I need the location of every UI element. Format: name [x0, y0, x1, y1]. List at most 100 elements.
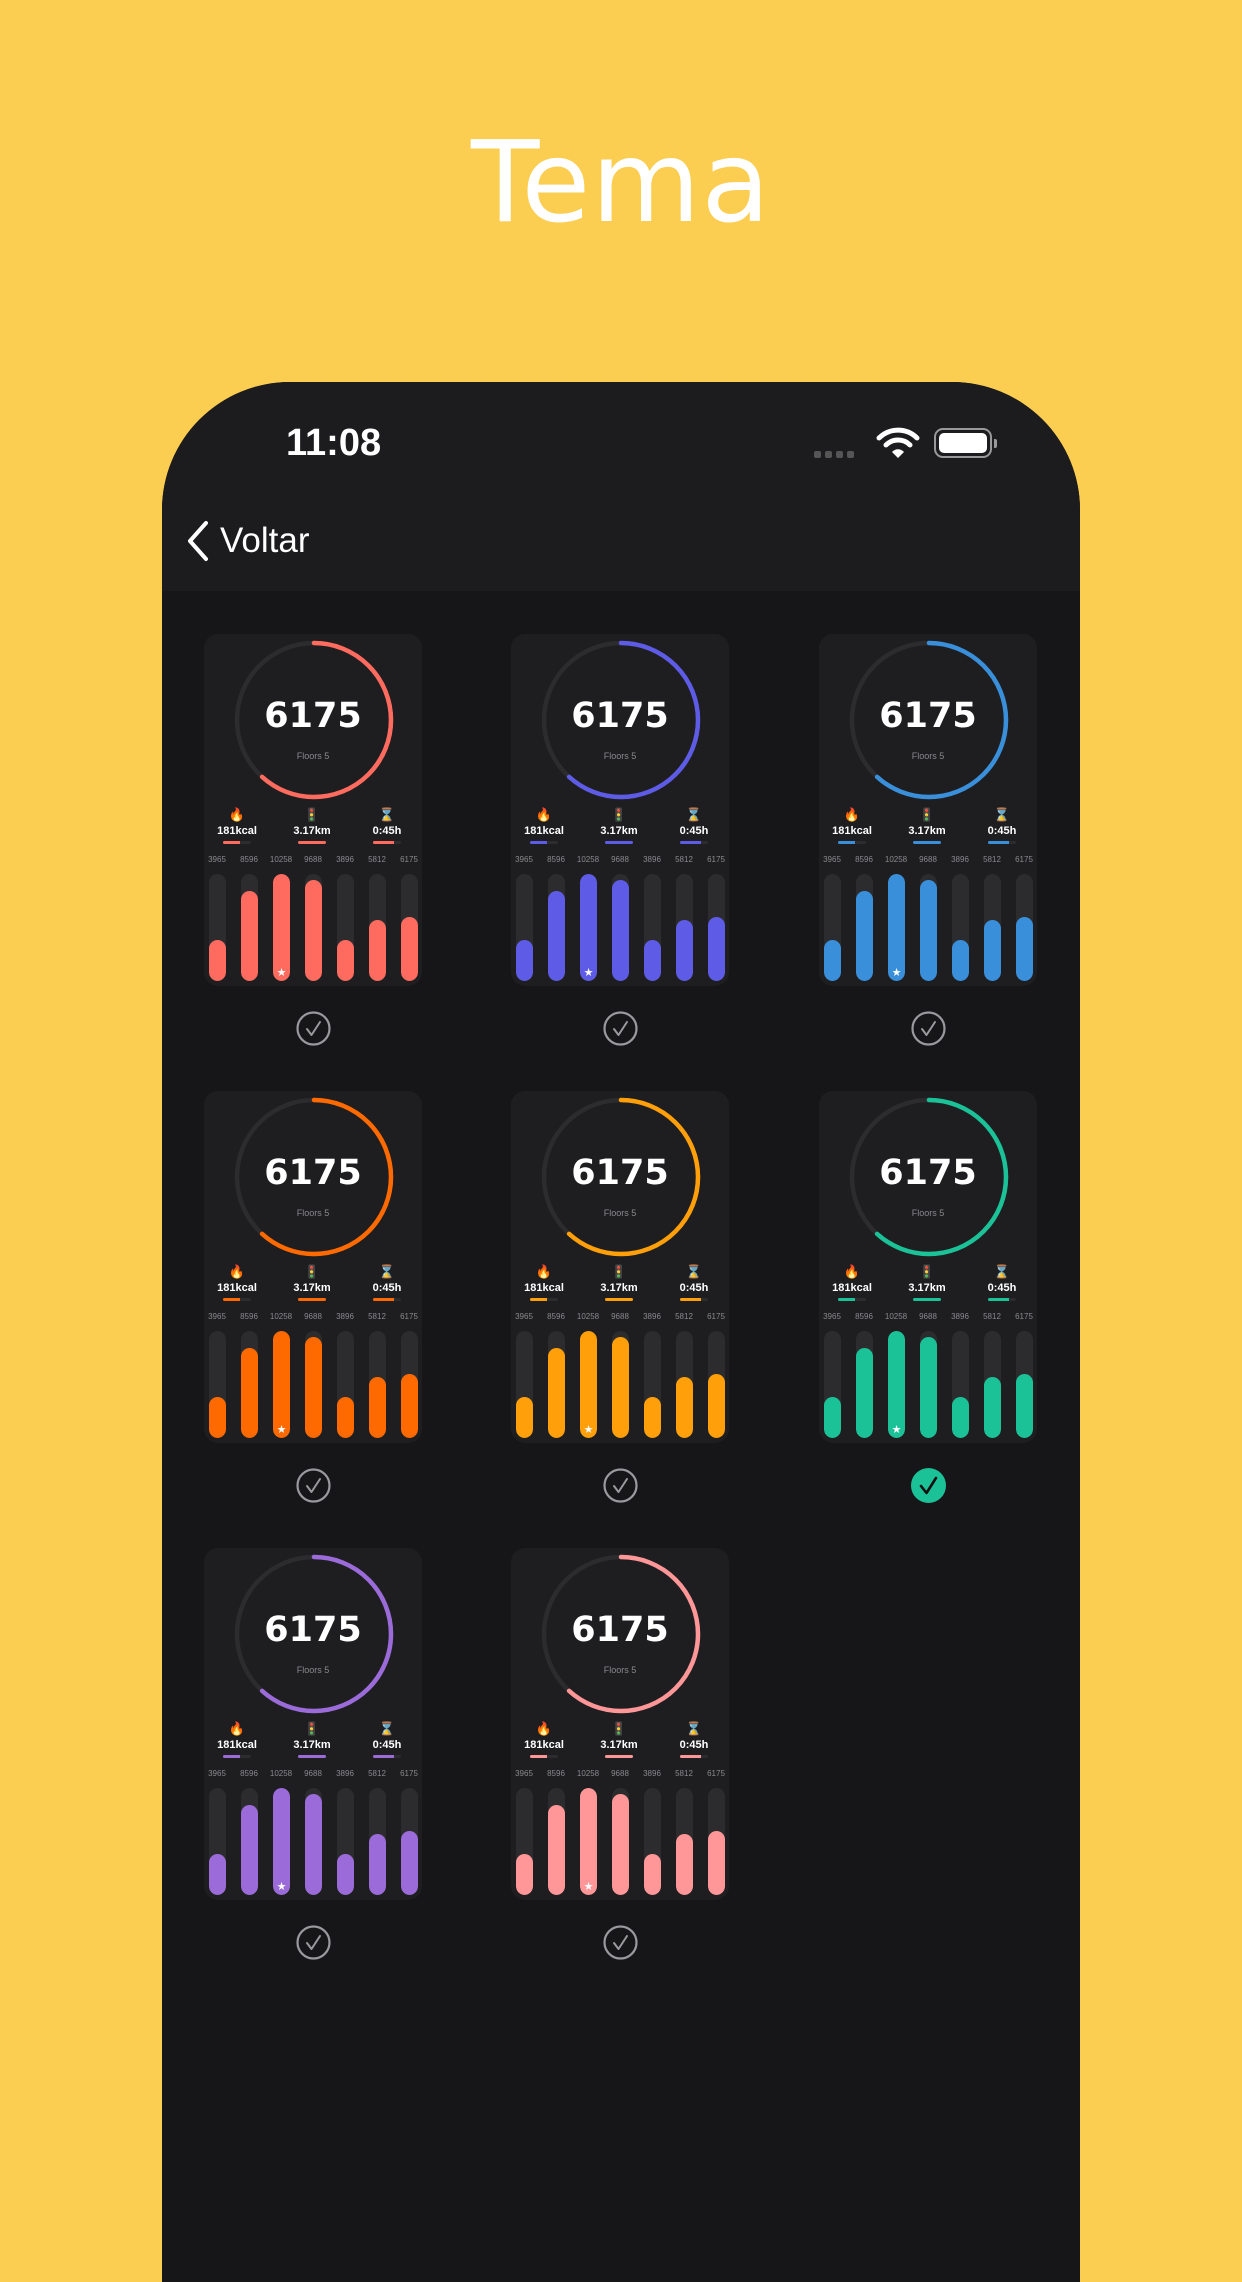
phone-screen: 11:08 Voltar 6175 Floors 5 🔥 181kcal 🚦 3… [162, 382, 1080, 2282]
bar-label: 3965 [208, 1312, 226, 1321]
theme-preview-card[interactable]: 6175 Floors 5 🔥 181kcal 🚦 3.17km ⌛ 0:45h… [204, 1091, 422, 1443]
theme-selected-check[interactable] [911, 1468, 946, 1503]
theme-select-check[interactable] [603, 1468, 638, 1503]
checkmark-circle-filled-icon [911, 1468, 946, 1503]
theme-preview-card[interactable]: 6175 Floors 5 🔥 181kcal 🚦 3.17km ⌛ 0:45h… [204, 1548, 422, 1900]
stat-value: 3.17km [908, 1282, 946, 1294]
back-button[interactable]: Voltar [186, 520, 310, 562]
theme-select-check[interactable] [296, 1011, 331, 1046]
day-bar [984, 1331, 1001, 1438]
signpost-icon: 🚦 [303, 1721, 321, 1736]
day-bar-fill [1016, 916, 1033, 981]
stat-value: 0:45h [987, 825, 1017, 837]
steps-count: 6175 [879, 1153, 977, 1193]
day-bar-fill [612, 879, 629, 981]
day-bar [337, 1331, 354, 1438]
day-bar-fill [580, 1331, 597, 1438]
bar-label: 5812 [983, 855, 1001, 864]
day-bar [644, 874, 661, 981]
bar-label: 9688 [304, 1769, 322, 1778]
bar-label: 3896 [336, 1312, 354, 1321]
day-bar [516, 874, 533, 981]
bar-label: 6175 [400, 855, 418, 864]
stat-value: 181kcal [524, 1739, 564, 1751]
steps-count: 6175 [264, 1153, 362, 1193]
stat-progress [680, 841, 708, 844]
stat-item: 🚦 3.17km [589, 1263, 649, 1301]
day-bar-fill [337, 1397, 354, 1438]
day-bar-fill [580, 874, 597, 981]
stat-item: 🚦 3.17km [589, 1720, 649, 1758]
theme-preview-card[interactable]: 6175 Floors 5 🔥 181kcal 🚦 3.17km ⌛ 0:45h… [204, 634, 422, 986]
signpost-icon: 🚦 [303, 1264, 321, 1279]
day-bar-fill [548, 891, 565, 981]
stat-value: 181kcal [832, 1282, 872, 1294]
stat-value: 0:45h [372, 1282, 402, 1294]
flame-icon: 🔥 [228, 1721, 246, 1736]
cellular-signal-icon [814, 451, 854, 458]
day-bar-fill [952, 940, 969, 981]
day-bar-fill [369, 920, 386, 981]
hourglass-icon: ⌛ [685, 1264, 703, 1279]
bar-label: 3965 [208, 855, 226, 864]
stat-value: 0:45h [372, 825, 402, 837]
bar-label: 10258 [884, 855, 908, 864]
day-bar-fill [612, 1793, 629, 1895]
stat-item: ⌛ 0:45h [357, 1263, 417, 1301]
bar-label: 6175 [707, 1769, 725, 1778]
floors-label: Floors 5 [603, 1208, 637, 1218]
bar-label: 3965 [208, 1769, 226, 1778]
day-bar [676, 1788, 693, 1895]
floors-label: Floors 5 [911, 751, 945, 761]
day-bar-fill [369, 1834, 386, 1895]
ring-progress [849, 640, 1009, 800]
flame-icon: 🔥 [535, 1721, 553, 1736]
day-bar-fill [548, 1348, 565, 1438]
bar-label: 10258 [884, 1312, 908, 1321]
day-bar-fill [337, 1854, 354, 1895]
theme-select-check[interactable] [603, 1011, 638, 1046]
stat-item: ⌛ 0:45h [357, 1720, 417, 1758]
day-bar-fill [984, 920, 1001, 981]
day-bar [305, 874, 322, 981]
day-bar-fill [337, 940, 354, 981]
day-bar-fill [676, 1834, 693, 1895]
theme-preview-card[interactable]: 6175 Floors 5 🔥 181kcal 🚦 3.17km ⌛ 0:45h… [511, 1548, 729, 1900]
steps-count: 6175 [571, 1153, 669, 1193]
theme-select-check[interactable] [911, 1011, 946, 1046]
bar-label: 10258 [576, 855, 600, 864]
day-bar: ★ [273, 1788, 290, 1895]
theme-select-check[interactable] [296, 1468, 331, 1503]
bar-label: 9688 [611, 1312, 629, 1321]
flame-icon: 🔥 [535, 1264, 553, 1279]
theme-preview-card[interactable]: 6175 Floors 5 🔥 181kcal 🚦 3.17km ⌛ 0:45h… [511, 634, 729, 986]
day-bar [548, 874, 565, 981]
star-icon: ★ [583, 1881, 594, 1893]
bar-label: 10258 [269, 1769, 293, 1778]
day-bar: ★ [580, 1331, 597, 1438]
hourglass-icon: ⌛ [378, 1264, 396, 1279]
day-bar: ★ [888, 1331, 905, 1438]
day-bar-fill [952, 1397, 969, 1438]
day-bar [612, 874, 629, 981]
stat-value: 0:45h [987, 1282, 1017, 1294]
day-bar [708, 874, 725, 981]
day-bar [516, 1788, 533, 1895]
floors-label: Floors 5 [296, 1208, 330, 1218]
theme-preview-card[interactable]: 6175 Floors 5 🔥 181kcal 🚦 3.17km ⌛ 0:45h… [819, 1091, 1037, 1443]
day-bar [920, 874, 937, 981]
stat-item: 🚦 3.17km [282, 1720, 342, 1758]
hourglass-icon: ⌛ [993, 1264, 1011, 1279]
day-bar-fill [273, 1788, 290, 1895]
theme-select-check[interactable] [296, 1925, 331, 1960]
ring-progress [541, 1554, 701, 1714]
theme-preview-card[interactable]: 6175 Floors 5 🔥 181kcal 🚦 3.17km ⌛ 0:45h… [819, 634, 1037, 986]
signpost-icon: 🚦 [610, 807, 628, 822]
theme-preview-card[interactable]: 6175 Floors 5 🔥 181kcal 🚦 3.17km ⌛ 0:45h… [511, 1091, 729, 1443]
signpost-icon: 🚦 [303, 807, 321, 822]
theme-select-check[interactable] [603, 1925, 638, 1960]
day-bar [241, 1788, 258, 1895]
day-bar [241, 874, 258, 981]
stat-progress [530, 1755, 558, 1758]
day-bar-fill [612, 1336, 629, 1438]
